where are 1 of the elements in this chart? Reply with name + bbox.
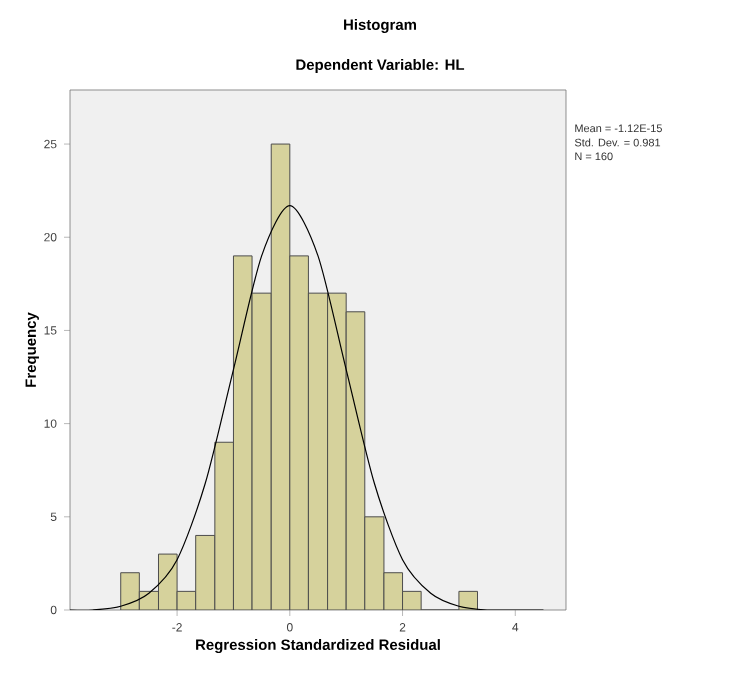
- line-series: [70, 204, 545, 610]
